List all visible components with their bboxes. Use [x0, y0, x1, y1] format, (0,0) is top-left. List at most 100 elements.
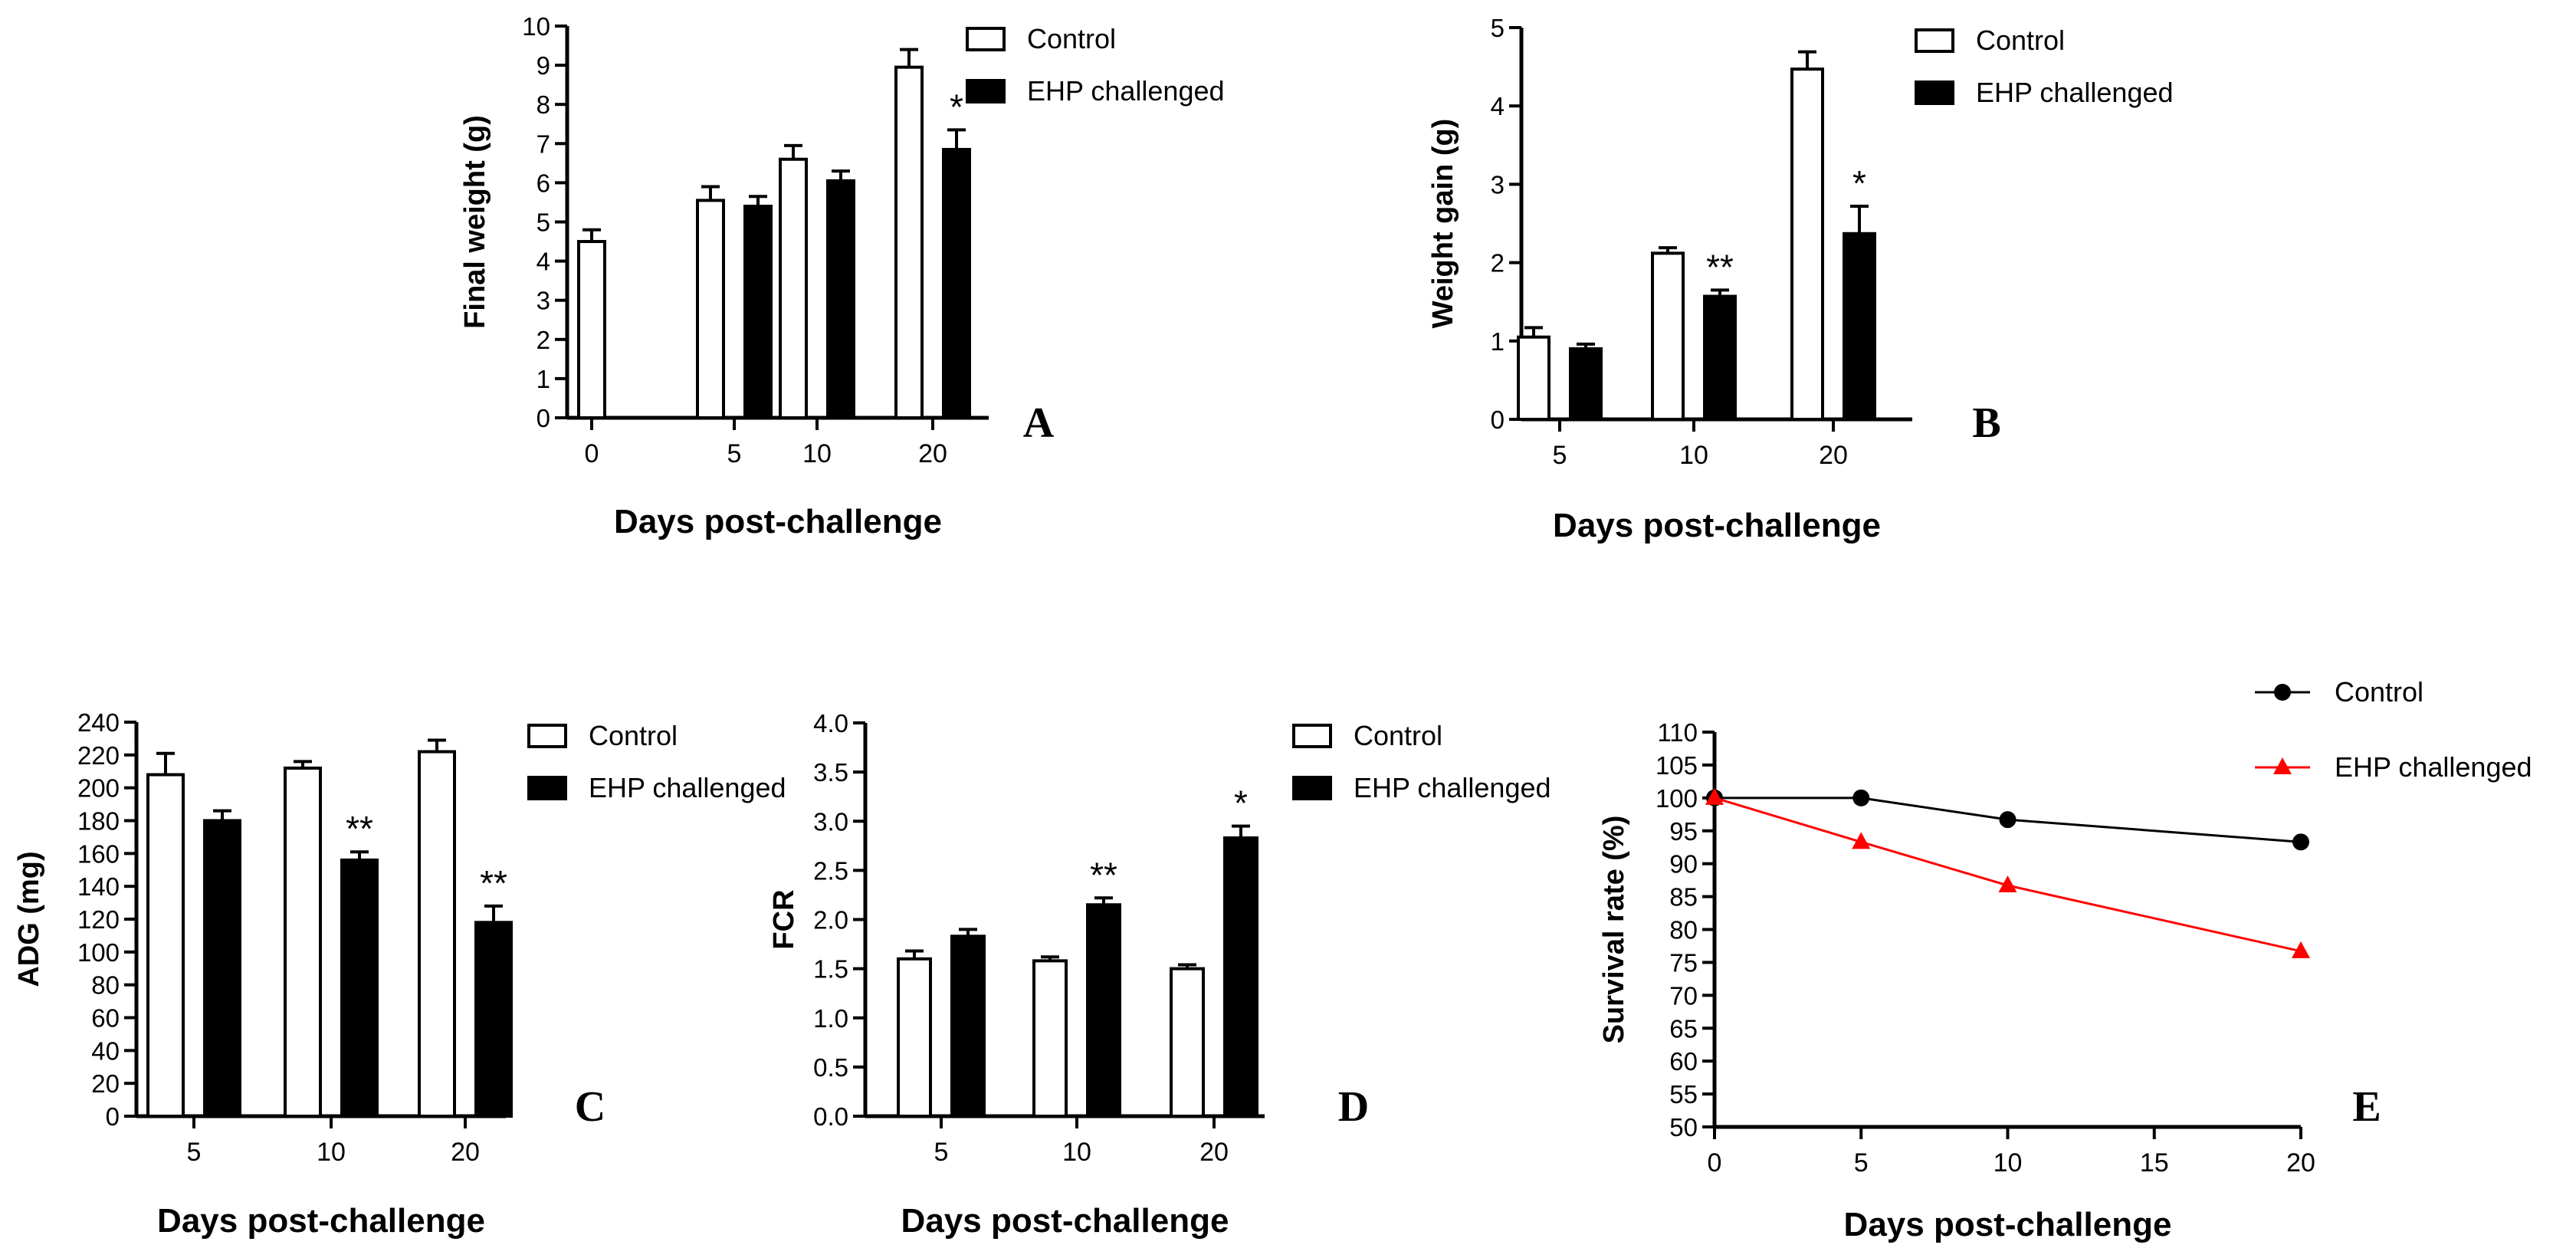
legend-label: EHP challenged: [1354, 772, 1551, 803]
y-tick-label: 3.5: [813, 758, 848, 787]
y-tick-label: 7: [537, 130, 550, 158]
y-tick-label: 75: [1669, 948, 1698, 977]
y-tick-label: 10: [522, 12, 550, 41]
y-tick-label: 180: [77, 807, 120, 836]
legend-label: EHP challenged: [2335, 751, 2532, 783]
x-axis-label: Days post-challenge: [614, 503, 942, 540]
y-tick-label: 5: [537, 209, 550, 237]
bar-ehp-5: [950, 934, 986, 1118]
x-tick-label: 5: [727, 439, 742, 468]
y-tick-label: 4.0: [813, 709, 848, 737]
x-tick-label: 10: [317, 1138, 346, 1167]
panel-letter: D: [1338, 1083, 1369, 1131]
x-tick-label: 15: [2140, 1148, 2169, 1178]
significance-marker: **: [346, 809, 373, 849]
bar-ehp-10: [1703, 294, 1737, 421]
legend-swatch-ehp: [1915, 80, 1954, 105]
bar-control-0: [577, 240, 606, 419]
y-tick-label: 5: [1491, 14, 1505, 42]
bar-control-5: [1517, 335, 1551, 421]
x-tick-label: 0: [1708, 1148, 1722, 1178]
bar-control-20: [1170, 967, 1205, 1118]
y-tick-label: 50: [1669, 1113, 1698, 1141]
bar-ehp-5: [203, 819, 241, 1118]
x-tick-label: 5: [187, 1138, 202, 1167]
panel-c: 0 20 40 60 80 100 120 140 160 180 200 220 240 5 10 20 **…: [13, 708, 786, 1240]
bar-ehp-20: [1843, 232, 1876, 422]
y-tick-label: 140: [77, 872, 120, 901]
y-tick-label: 1.0: [813, 1004, 848, 1033]
x-tick-label: 10: [1994, 1148, 2023, 1178]
y-tick-label: 2.0: [813, 906, 848, 934]
x-tick-label: 20: [451, 1138, 480, 1167]
data-point-ehp: [1852, 832, 1871, 849]
legend-label: Control: [1027, 23, 1116, 54]
panel-letter: B: [1972, 399, 2000, 447]
data-point-ehp: [1705, 787, 1724, 805]
data-point-control: [2292, 833, 2309, 851]
y-tick-label: 0: [537, 404, 550, 432]
bar-ehp-10: [340, 858, 379, 1118]
x-axis-label: Days post-challenge: [901, 1202, 1229, 1240]
y-tick-label: 4: [1491, 92, 1505, 120]
legend-swatch-control: [966, 27, 1006, 51]
y-tick-label: 60: [91, 1004, 120, 1033]
x-tick-label: 10: [802, 439, 832, 468]
x-tick-label: 10: [1062, 1138, 1091, 1167]
y-tick-label: 65: [1669, 1014, 1698, 1043]
y-tick-label: 2.5: [813, 856, 848, 885]
bar-control-20: [894, 65, 924, 419]
bar-control-20: [418, 750, 456, 1118]
panel-letter: C: [575, 1083, 605, 1131]
bar-control-20: [1790, 67, 1824, 422]
legend-swatch-ehp: [527, 776, 567, 800]
bar-control-10: [1032, 959, 1068, 1118]
legend-label: EHP challenged: [1976, 77, 2174, 108]
legend-swatch-ehp: [1292, 776, 1332, 800]
y-tick-label: 3: [1491, 170, 1505, 199]
y-tick-label: 55: [1669, 1080, 1698, 1109]
significance-marker: *: [950, 87, 963, 126]
x-tick-label: 5: [1553, 441, 1567, 470]
legend-label: Control: [589, 720, 678, 751]
bar-ehp-20: [474, 921, 513, 1118]
y-tick-label: 1: [1491, 327, 1505, 356]
legend-label: Control: [1354, 720, 1442, 751]
legend-marker-ehp: [2273, 757, 2292, 774]
x-tick-label: 10: [1679, 441, 1708, 470]
x-tick-label: 20: [1819, 441, 1848, 470]
y-tick-label: 0: [1491, 406, 1505, 434]
y-tick-label: 220: [77, 741, 120, 770]
legend-label: Control: [1976, 25, 2065, 56]
x-tick-label: 0: [585, 439, 599, 468]
panel-letter: A: [1023, 399, 1055, 447]
panel-d: 0.00.51.01.52.02.53.03.54.05 10 20***Contr…: [768, 709, 1551, 1240]
panel-e: 50 55 60 65 70 75 80 85 90 95 100 105 110 0 5 10 15 20 Con…: [1598, 676, 2532, 1243]
y-tick-label: 240: [77, 708, 120, 737]
y-tick-label: 8: [537, 90, 550, 119]
data-point-control: [1852, 789, 1870, 806]
bar-ehp-20: [1223, 836, 1258, 1118]
y-tick-label: 160: [77, 839, 120, 868]
legend-label: Control: [2335, 676, 2423, 708]
x-tick-label: 20: [1199, 1138, 1229, 1167]
x-axis-label: Days post-challenge: [1844, 1206, 2172, 1243]
y-tick-label: 120: [77, 905, 120, 934]
y-tick-label: 100: [1656, 784, 1698, 813]
y-tick-label: 1.5: [813, 955, 848, 984]
bar-control-10: [284, 766, 322, 1118]
y-axis-label: FCR: [768, 889, 800, 949]
y-tick-label: 80: [1669, 916, 1698, 944]
y-tick-label: 60: [1669, 1047, 1698, 1076]
x-tick-label: 20: [918, 439, 947, 468]
bar-control-5: [897, 957, 932, 1118]
bar-control-10: [779, 157, 808, 420]
y-tick-label: 2: [537, 326, 550, 354]
series-line-control: [1715, 797, 2302, 843]
x-axis-label: Days post-challenge: [1553, 507, 1881, 544]
y-tick-label: 3: [537, 287, 550, 315]
y-tick-label: 100: [77, 938, 120, 967]
bar-control-5: [696, 199, 725, 419]
y-tick-label: 3.0: [813, 807, 848, 836]
y-tick-label: 0.0: [813, 1102, 848, 1131]
